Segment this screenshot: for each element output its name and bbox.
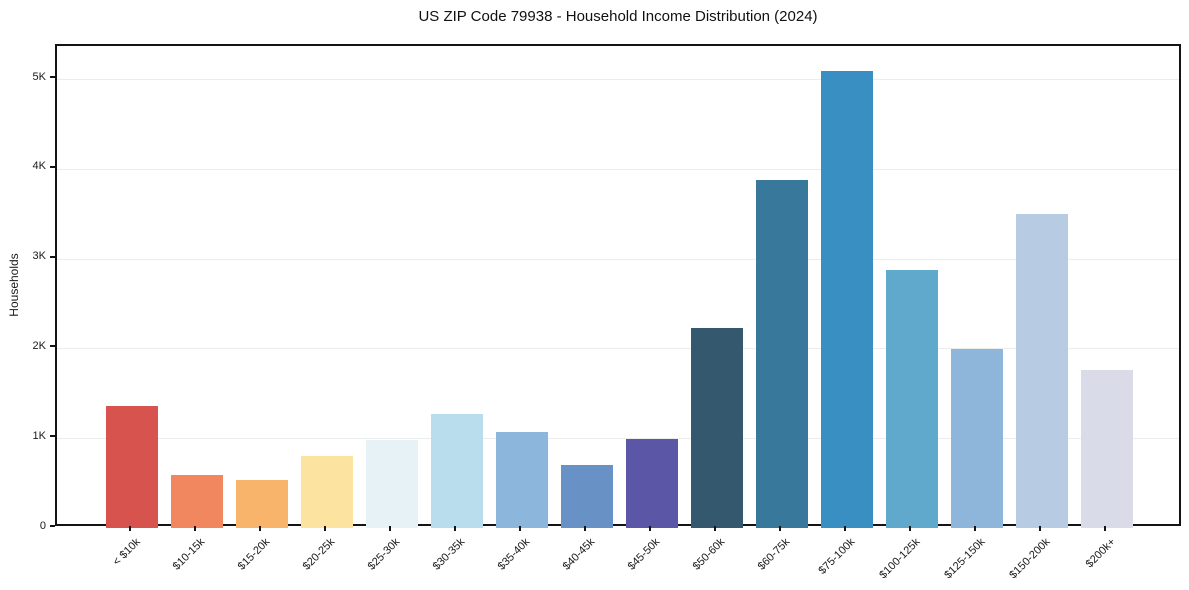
bar xyxy=(691,328,743,528)
y-tick-label: 4K xyxy=(32,160,46,173)
gridline xyxy=(57,258,1179,260)
y-tick-label: 0 xyxy=(39,519,46,532)
bar xyxy=(821,71,873,528)
x-tick-label: < $10k xyxy=(110,536,143,569)
x-axis-tick xyxy=(454,526,456,531)
y-axis-tick xyxy=(50,165,55,168)
y-axis-tick xyxy=(50,255,55,258)
bar xyxy=(886,270,938,528)
x-tick-label: $15-20k xyxy=(235,536,273,573)
x-axis-tick xyxy=(649,526,651,531)
gridline xyxy=(57,348,1179,350)
y-tick-label: 1K xyxy=(32,429,46,442)
bar xyxy=(301,456,353,528)
x-axis-tick xyxy=(909,526,911,531)
x-tick-label: $35-40k xyxy=(495,536,533,573)
x-tick-label: $60-75k xyxy=(755,536,793,573)
x-tick-label: $75-100k xyxy=(816,536,858,577)
x-tick-label: $40-45k xyxy=(560,536,598,573)
y-axis-tick xyxy=(50,435,55,438)
plot-area xyxy=(55,44,1181,528)
bar xyxy=(626,439,678,528)
x-axis-tick xyxy=(519,526,521,531)
x-axis-tick xyxy=(584,526,586,531)
bar xyxy=(1016,213,1068,528)
bar xyxy=(431,414,483,528)
x-tick-label: $10-15k xyxy=(170,536,208,573)
x-axis-tick xyxy=(324,526,326,531)
y-tick-label: 2K xyxy=(32,339,46,352)
x-axis-tick xyxy=(1039,526,1041,531)
bar xyxy=(366,440,418,528)
x-tick-label: $200k+ xyxy=(1083,536,1118,571)
x-axis-tick xyxy=(844,526,846,531)
y-axis-tick xyxy=(50,525,55,527)
y-tick-label: 5K xyxy=(32,70,46,83)
x-axis-tick xyxy=(389,526,391,531)
bar xyxy=(561,464,613,528)
y-axis-tick xyxy=(50,76,55,79)
x-tick-label: $30-35k xyxy=(430,536,468,573)
gridline xyxy=(57,438,1179,440)
x-axis-tick xyxy=(1104,526,1106,531)
x-tick-label: $50-60k xyxy=(690,536,728,573)
x-tick-label: $125-150k xyxy=(942,536,988,582)
chart-title: US ZIP Code 79938 - Household Income Dis… xyxy=(418,8,818,25)
x-tick-label: $100-125k xyxy=(877,536,923,582)
x-tick-label: $150-200k xyxy=(1007,536,1053,582)
x-axis-tick xyxy=(194,526,196,531)
bar xyxy=(756,179,808,528)
y-axis-label: Households xyxy=(7,253,21,317)
bar xyxy=(236,480,288,528)
gridline xyxy=(57,79,1179,81)
bar xyxy=(496,432,548,528)
y-tick-label: 3K xyxy=(32,250,46,263)
bar xyxy=(171,475,223,528)
gridline xyxy=(57,168,1179,170)
x-axis-tick xyxy=(129,526,131,531)
bar xyxy=(106,405,158,528)
x-tick-label: $25-30k xyxy=(365,536,403,573)
bar xyxy=(951,349,1003,528)
y-axis-tick xyxy=(50,345,55,348)
x-axis-tick xyxy=(779,526,781,531)
x-tick-label: $20-25k xyxy=(300,536,338,573)
x-axis-tick xyxy=(714,526,716,531)
bar xyxy=(1081,370,1133,528)
x-axis-tick xyxy=(974,526,976,531)
x-axis-tick xyxy=(259,526,261,531)
x-tick-label: $45-50k xyxy=(625,536,663,573)
